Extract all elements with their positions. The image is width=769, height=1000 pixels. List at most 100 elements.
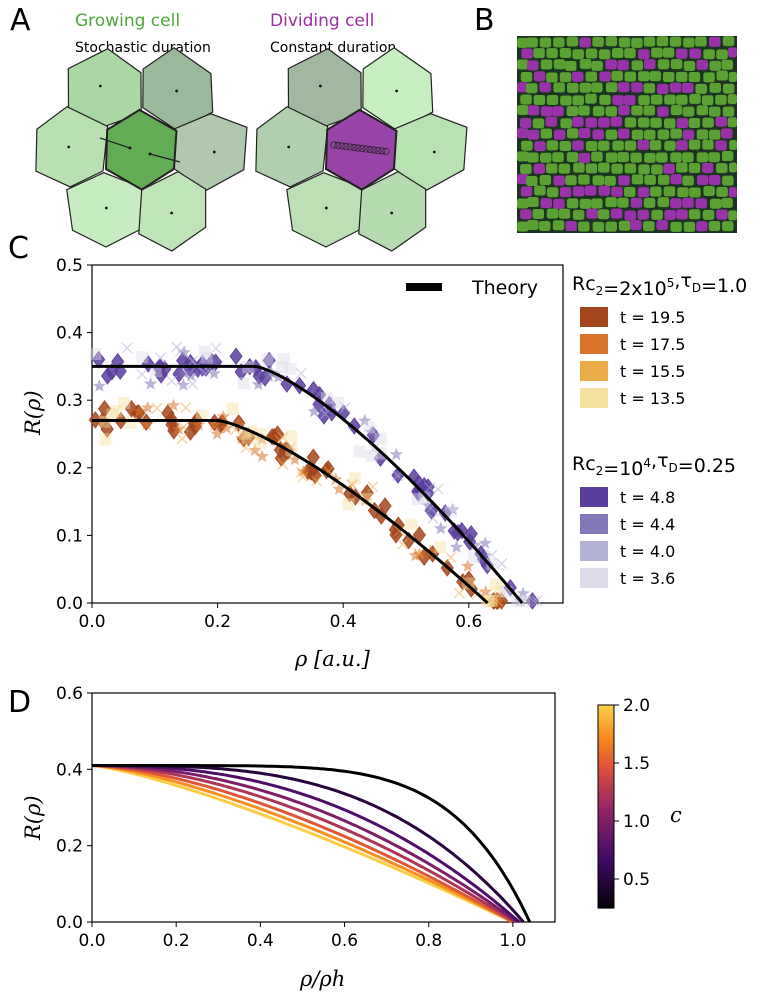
- dividing-tissue-cell: [520, 209, 532, 220]
- growing-tissue-cell: [657, 197, 670, 208]
- division-ring: [346, 143, 354, 151]
- data-point: [364, 425, 378, 438]
- legend-group-header: Rc2=2x105,τD=1.0: [572, 270, 747, 300]
- growing-tissue-cell: [604, 175, 616, 186]
- cell-nucleus: [395, 89, 399, 93]
- c-series-line: [92, 764, 516, 924]
- colorbar-segment: [598, 786, 614, 791]
- growing-tissue-cell: [578, 105, 590, 116]
- colorbar-segment: [598, 799, 614, 804]
- growing-tissue-cell: [533, 48, 545, 59]
- dividing-tissue-cell: [578, 128, 591, 139]
- dividing-tissue-cell: [598, 185, 611, 196]
- legend-header-part: ,τ: [651, 450, 668, 472]
- data-point: [207, 366, 221, 380]
- dividing-tissue-cell: [618, 175, 630, 186]
- growing-tissue-cell: [540, 59, 553, 70]
- panel-d-chart: 0.0 0.2 0.4 0.6 0.8 1.0 0.0 0.2 0.4 0.6 0.5 1.0 1.5 2…: [56, 684, 650, 951]
- y-tick-label: 0.2: [56, 837, 83, 857]
- dividing-tissue-cell: [682, 197, 694, 208]
- colorbar-segment: [598, 789, 614, 794]
- growing-tissue-cell: [617, 197, 629, 208]
- data-point: [368, 443, 380, 455]
- dividing-tissue-cell: [572, 186, 585, 197]
- data-point: [413, 547, 425, 559]
- growing-tissue-cell: [520, 163, 532, 174]
- data-point: [405, 518, 418, 531]
- cell-nucleus: [212, 150, 216, 154]
- growing-tissue-cell: [517, 59, 529, 70]
- dividing-tissue-cell: [553, 129, 566, 140]
- colorbar-segment: [598, 705, 614, 709]
- dividing-tissue-cell: [605, 59, 617, 70]
- growing-tissue-cell: [611, 48, 624, 59]
- growing-tissue-cell: [585, 163, 598, 174]
- colorbar-segment: [598, 860, 614, 865]
- dividing-tissue-cell: [517, 174, 529, 185]
- data-point: [307, 404, 321, 418]
- data-point: [432, 483, 444, 495]
- data-point: [480, 592, 492, 604]
- dividing-tissue-cell: [533, 71, 546, 82]
- growing-tissue-cell: [663, 186, 676, 197]
- colorbar-segment: [598, 769, 614, 774]
- growing-tissue-cell: [676, 94, 688, 105]
- data-point: [187, 355, 198, 367]
- growing-tissue-cell: [624, 117, 637, 128]
- growing-tissue-cell: [670, 221, 682, 232]
- data-point: [132, 404, 147, 417]
- legend-label: t = 17.5: [620, 335, 685, 354]
- colorbar-segment: [598, 833, 614, 838]
- legend-swatch: [580, 568, 608, 588]
- growing-tissue-cell: [579, 198, 592, 209]
- colorbar-segment: [598, 847, 614, 852]
- growing-tissue-cell: [591, 151, 603, 162]
- data-point: [374, 432, 387, 445]
- growing-tissue-cell: [624, 48, 636, 59]
- growing-tissue-cell: [649, 140, 662, 151]
- data-point: [423, 544, 438, 558]
- growing-tissue-cell: [689, 187, 701, 198]
- division-ring: [366, 145, 374, 154]
- growing-tissue-cell: [534, 185, 546, 196]
- growing-tissue-cell: [664, 94, 676, 105]
- growing-tissue-cell: [716, 186, 728, 197]
- growing-tissue-cell: [688, 209, 701, 220]
- growing-tissue-cell: [631, 105, 643, 116]
- data-point: [492, 594, 506, 607]
- growing-tissue-cell: [644, 174, 656, 185]
- division-ring: [354, 144, 362, 152]
- growing-tissue-cell: [533, 94, 546, 105]
- growing-tissue-cell: [566, 198, 579, 209]
- growing-tissue-cell: [728, 210, 737, 221]
- colorbar-segment: [598, 891, 614, 896]
- growing-tissue-cell: [702, 117, 714, 128]
- growing-tissue-cell: [683, 60, 696, 71]
- growing-tissue-cell: [677, 187, 689, 198]
- dividing-tissue-cell: [533, 163, 546, 174]
- colorbar-segment: [598, 738, 614, 743]
- growing-tissue-cell: [729, 162, 737, 173]
- colorbar-segment: [598, 880, 614, 885]
- colorbar-segment: [598, 711, 614, 716]
- growing-tissue-cell: [565, 175, 577, 186]
- y-tick-label: 0.5: [56, 256, 83, 276]
- data-point: [353, 445, 366, 458]
- data-point: [155, 352, 167, 364]
- center-cell: [324, 108, 398, 191]
- data-point: [251, 377, 265, 391]
- growing-tissue-cell: [649, 71, 662, 82]
- cell-nucleus: [287, 145, 291, 149]
- colorbar-segment: [598, 840, 614, 845]
- growing-tissue-cell: [517, 105, 529, 116]
- cell-nucleus: [432, 150, 436, 154]
- growing-tissue-cell: [585, 93, 597, 104]
- growing-tissue-cell: [709, 82, 722, 93]
- growing-tissue-cell: [598, 140, 610, 151]
- legend-label: t = 4.0: [620, 542, 675, 561]
- data-point: [248, 443, 262, 456]
- data-point: [195, 409, 208, 422]
- growing-tissue-cell: [553, 59, 566, 70]
- data-point: [175, 345, 186, 357]
- dividing-tissue-cell: [553, 198, 565, 209]
